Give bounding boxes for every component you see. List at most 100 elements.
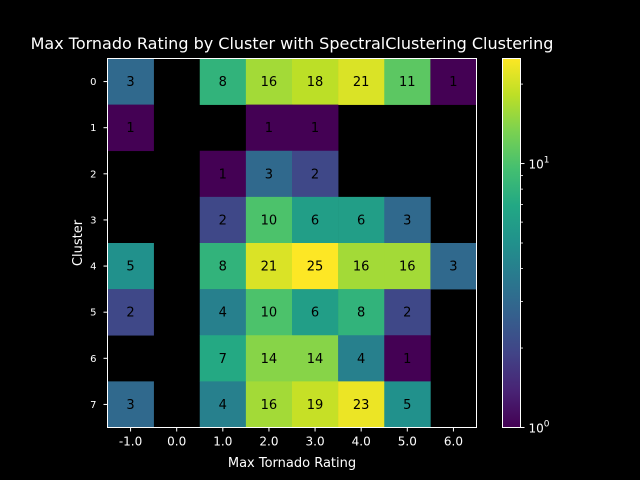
y-axis-ticks: 0 1 2 3 4 5 6 7 (90, 77, 108, 411)
cell-value-label: 14 (307, 352, 324, 367)
x-tick-label: 0.0 (167, 435, 186, 449)
x-axis-label: Max Tornado Rating (228, 456, 356, 471)
y-tick-label: 5 (90, 308, 96, 319)
x-tick-label: 3.0 (306, 435, 325, 449)
cell-value-label: 1 (449, 75, 457, 90)
heatmap-cell (107, 58, 154, 105)
cell-value-label: 8 (219, 75, 227, 90)
cell-value-label: 16 (353, 260, 370, 275)
heatmap-cell (384, 243, 431, 290)
heatmap-cell (107, 289, 154, 336)
cell-value-label: 23 (353, 398, 370, 413)
heatmap-cell (245, 381, 293, 428)
heatmap-cell (338, 196, 385, 244)
cell-value-label: 10 (261, 213, 278, 228)
cell-value-label: 11 (399, 75, 416, 90)
x-tick-label: 1.0 (213, 435, 232, 449)
cell-value-label: 2 (403, 306, 411, 321)
colorbar: 100 101 (502, 58, 550, 436)
colorbar-tick-label: 100 (529, 420, 550, 436)
x-tick-label: 6.0 (444, 435, 463, 449)
heatmap-cell (384, 381, 431, 428)
heatmap-cell (384, 289, 431, 336)
plot-frame (107, 58, 477, 428)
cell-value-label: 16 (399, 260, 416, 275)
cell-value-label: 4 (219, 398, 227, 413)
y-tick-label: 4 (90, 262, 96, 273)
heatmap-cell (199, 381, 247, 428)
heatmap-cell (245, 104, 293, 152)
heatmap-cell (245, 289, 293, 336)
heatmap-cell (338, 243, 385, 290)
cell-value-label: 3 (449, 260, 457, 275)
cell-value-label: 25 (307, 260, 324, 275)
y-tick-label: 2 (90, 169, 96, 180)
heatmap-cell (292, 58, 339, 105)
cell-value-label: 2 (126, 306, 134, 321)
cell-value-label: 21 (353, 75, 370, 90)
heatmap-cell (199, 289, 247, 336)
heatmap-cell (338, 335, 385, 382)
cell-labels: 3 8 16 18 21 11 11 1 11 3 22 10 6 6 35 8 21 25 16 16 32 4 10 6 8… (126, 75, 457, 413)
colorbar-tick-label: 101 (529, 156, 550, 172)
y-tick-label: 3 (90, 215, 96, 226)
heatmap-cell (199, 58, 247, 105)
heatmap-cell (199, 150, 247, 198)
cell-value-label: 1 (126, 121, 134, 136)
cell-value-label: 10 (261, 306, 278, 321)
heatmap-cell (384, 335, 431, 382)
heatmap-cell (107, 381, 154, 428)
heatmap-cell (107, 243, 154, 290)
heatmap-cell (245, 243, 293, 290)
cell-value-label: 5 (126, 260, 134, 275)
cell-value-label: 8 (357, 306, 365, 321)
cell-value-label: 3 (126, 75, 134, 90)
chart-title: Max Tornado Rating by Cluster with Spect… (31, 34, 554, 53)
heatmap-cell (199, 243, 247, 290)
cell-value-label: 7 (219, 352, 227, 367)
cell-value-label: 16 (261, 75, 278, 90)
colorbar-ticks: 100 101 (520, 83, 550, 436)
y-tick-label: 0 (90, 77, 96, 88)
cell-value-label: 19 (307, 398, 324, 413)
heatmap-cell (199, 196, 247, 244)
cell-value-label: 5 (403, 398, 411, 413)
cell-value-label: 4 (357, 352, 365, 367)
heatmap-cell (292, 104, 339, 152)
cell-value-label: 14 (261, 352, 278, 367)
heatmap-cell (430, 243, 477, 290)
cell-value-label: 6 (357, 213, 365, 228)
y-tick-label: 7 (90, 400, 96, 411)
cell-value-label: 6 (311, 306, 319, 321)
y-tick-label: 1 (90, 123, 96, 134)
heatmap-cell (245, 335, 293, 382)
heatmap-cell (245, 196, 293, 244)
cell-value-label: 8 (219, 260, 227, 275)
x-tick-label: 5.0 (398, 435, 417, 449)
heatmap-cell (107, 104, 154, 152)
y-tick-label: 6 (90, 354, 96, 365)
x-tick-label: -1.0 (119, 435, 142, 449)
y-axis-label: Cluster (71, 219, 86, 266)
heatmap-cell (338, 58, 385, 105)
heatmap-cell (338, 381, 385, 428)
heatmap-cell (292, 381, 339, 428)
cell-value-label: 1 (265, 121, 273, 136)
heatmap-cell (245, 58, 293, 105)
heatmap-cell (430, 58, 477, 105)
cell-value-label: 2 (219, 213, 227, 228)
heatmap-cell (292, 243, 339, 290)
cell-value-label: 6 (311, 213, 319, 228)
plot-area (107, 58, 477, 428)
cell-value-label: 2 (311, 167, 319, 182)
colorbar-gradient (502, 58, 520, 427)
x-tick-label: 2.0 (259, 435, 278, 449)
cell-value-label: 1 (311, 121, 319, 136)
cell-value-label: 3 (126, 398, 134, 413)
cell-value-label: 18 (307, 75, 324, 90)
heatmap-cell (384, 58, 431, 105)
cell-value-label: 4 (219, 306, 227, 321)
x-tick-label: 4.0 (352, 435, 371, 449)
heatmap-cell (384, 196, 431, 244)
